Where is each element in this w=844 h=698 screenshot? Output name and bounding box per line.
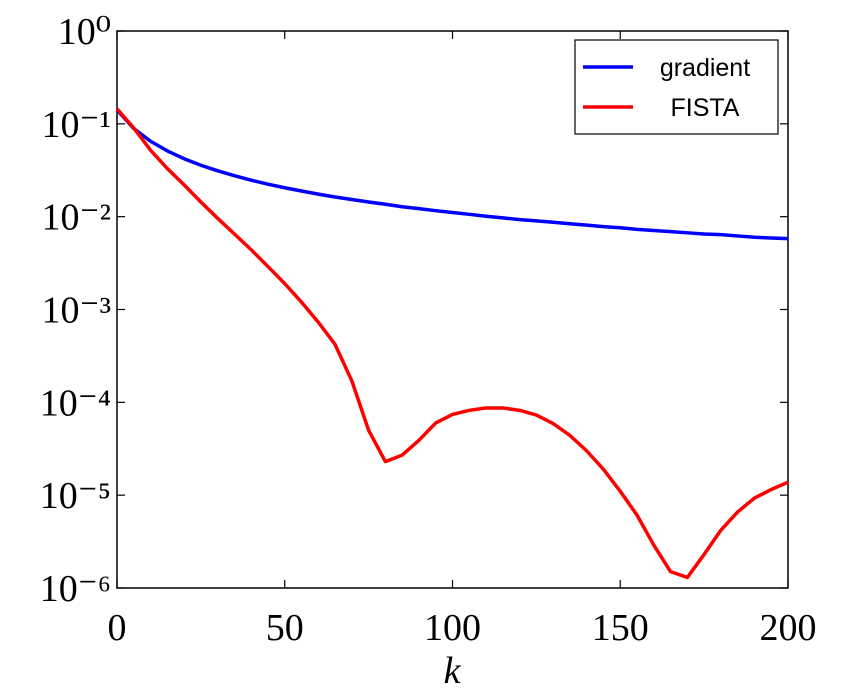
line-series xyxy=(115,108,789,241)
legend-label: gradient xyxy=(660,54,750,82)
line-series xyxy=(115,107,789,580)
y-tick-label: 10⁰ xyxy=(58,11,111,53)
y-tick-label: 10⁻³ xyxy=(42,290,111,332)
y-tick-label: 10⁻⁴ xyxy=(40,382,111,424)
x-tick-label: 0 xyxy=(108,607,127,649)
y-tick-label: 10⁻² xyxy=(42,197,111,239)
y-tick-label: 10⁻⁶ xyxy=(40,568,111,610)
x-axis-label: k xyxy=(444,650,462,692)
legend-label: FISTA xyxy=(671,94,740,122)
legend-box xyxy=(574,39,779,135)
y-tick-label: 10⁻¹ xyxy=(42,104,111,146)
x-tick-label: 50 xyxy=(266,607,304,649)
y-tick-label: 10⁻⁵ xyxy=(40,475,111,517)
x-tick-label: 150 xyxy=(592,607,649,649)
x-tick-label: 200 xyxy=(760,607,817,649)
x-tick-label: 100 xyxy=(424,607,481,649)
